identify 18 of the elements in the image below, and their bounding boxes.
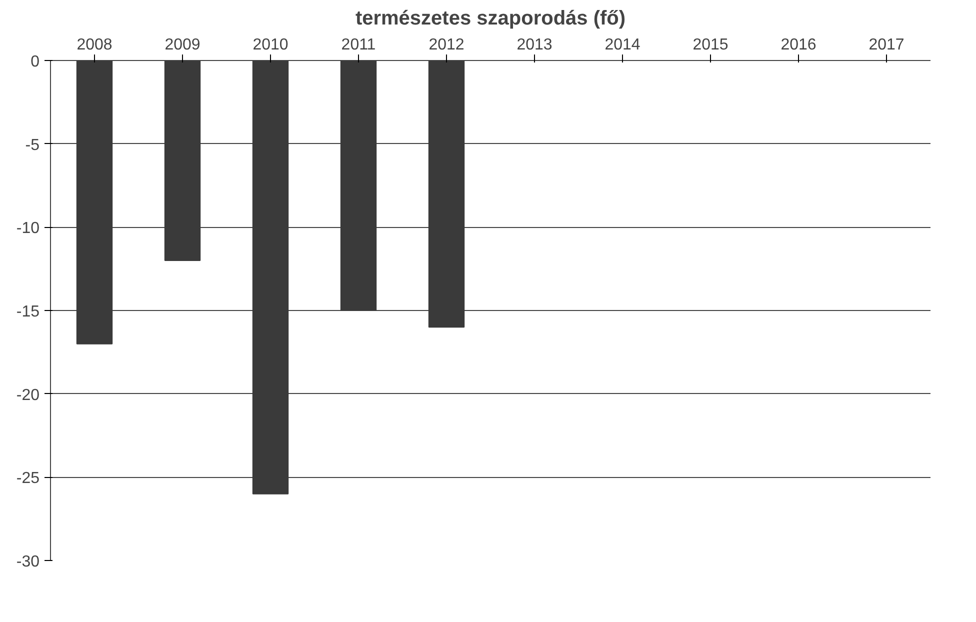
x-tick-label: 2010: [252, 36, 288, 54]
x-tick-label: 2017: [868, 36, 904, 54]
x-tick-label: 2009: [164, 36, 200, 54]
x-tick-label: 2012: [428, 36, 464, 54]
y-tick-label: -10: [16, 220, 40, 238]
y-tick-label: -25: [16, 470, 40, 488]
x-tick-label: 2016: [780, 36, 816, 54]
y-tick-label: -5: [25, 136, 40, 154]
x-tick-label: 2011: [341, 36, 376, 54]
y-tick-label: -20: [16, 386, 40, 404]
y-tick-label: 0: [30, 54, 40, 70]
chart-title: természetes szaporodás (fő): [355, 8, 626, 30]
x-tick-label: 2014: [604, 36, 640, 54]
x-tick-label: 2008: [76, 36, 112, 54]
y-tick-label: -30: [16, 554, 40, 570]
x-tick-label: 2015: [692, 36, 728, 54]
y-tick-label: -15: [16, 304, 40, 320]
x-tick-label: 2013: [516, 36, 552, 54]
